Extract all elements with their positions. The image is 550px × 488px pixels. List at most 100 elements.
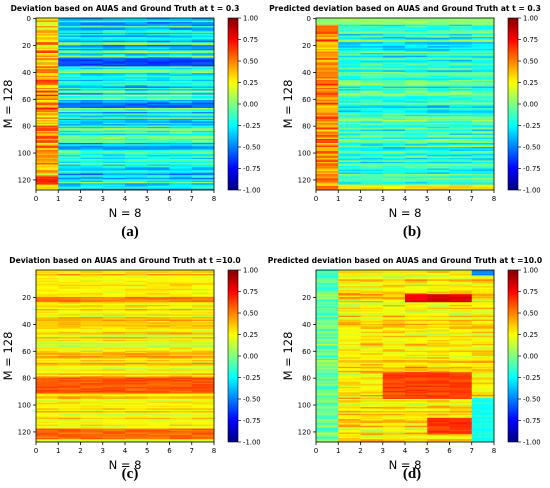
heatmap-cell — [316, 271, 339, 273]
heatmap-cell — [36, 292, 59, 295]
heatmap-cell — [338, 87, 361, 90]
heatmap-cell — [169, 22, 193, 24]
heatmap-cell — [191, 321, 215, 323]
heatmap-cell — [125, 409, 148, 412]
heatmap-cell — [316, 172, 339, 175]
heatmap-cell — [338, 24, 361, 27]
heatmap-cell — [58, 112, 81, 114]
heatmap-cell — [405, 98, 428, 101]
heatmap-cell — [191, 75, 215, 78]
heatmap-cell — [191, 417, 215, 420]
heatmap-cell — [191, 325, 215, 327]
heatmap-cell — [338, 298, 361, 300]
heatmap-cell — [360, 350, 384, 353]
heatmap-cell — [405, 345, 428, 347]
heatmap-cell — [36, 270, 59, 272]
heatmap-cell — [147, 313, 170, 315]
heatmap-cell — [58, 34, 81, 36]
heatmap-cell — [449, 161, 473, 164]
heatmap-cell — [102, 401, 126, 404]
heatmap-cell — [125, 176, 148, 179]
heatmap-cell — [449, 435, 473, 437]
heatmap-cell — [125, 354, 148, 357]
heatmap-cell — [427, 347, 450, 350]
heatmap-cell — [427, 24, 450, 27]
heatmap-cell — [449, 283, 473, 286]
heatmap-cell — [147, 369, 170, 372]
heatmap-cell — [36, 140, 59, 142]
heatmap-cell — [36, 298, 59, 300]
heatmap-cell — [471, 384, 495, 386]
heatmap-cell — [405, 346, 428, 349]
heatmap-cell — [405, 407, 428, 409]
heatmap-cell — [191, 286, 215, 288]
heatmap-cell — [169, 377, 193, 380]
heatmap-cell — [316, 148, 339, 150]
heatmap-cell — [338, 343, 361, 346]
heatmap-cell — [36, 31, 59, 34]
heatmap-cell — [360, 390, 384, 393]
heatmap-cell — [125, 329, 148, 331]
heatmap-cell — [382, 403, 406, 405]
heatmap-cell — [338, 415, 361, 417]
heatmap-cell — [58, 339, 81, 342]
heatmap-cell — [338, 46, 361, 48]
heatmap-cell — [147, 90, 170, 93]
heatmap-cell — [102, 165, 126, 168]
heatmap-cell — [102, 172, 126, 175]
heatmap-cell — [191, 42, 215, 44]
heatmap-cell — [427, 28, 450, 31]
y-tick-label: 120 — [18, 428, 31, 436]
heatmap-cell — [80, 318, 104, 321]
heatmap-cell — [338, 283, 361, 286]
heatmap-cell — [191, 317, 215, 319]
heatmap-cell — [471, 73, 495, 75]
heatmap-cell — [360, 93, 384, 95]
heatmap-cell — [80, 151, 104, 153]
heatmap-cell — [125, 90, 148, 93]
heatmap-cell — [360, 184, 384, 187]
heatmap-cell — [36, 63, 59, 66]
heatmap-cell — [360, 284, 384, 287]
heatmap-cell — [191, 298, 215, 300]
heatmap-cell — [58, 400, 81, 402]
heatmap-cell — [427, 283, 450, 286]
heatmap-cell — [169, 394, 193, 397]
heatmap-cell — [125, 149, 148, 152]
heatmap-cell — [191, 62, 215, 64]
heatmap-cell — [360, 120, 384, 122]
heatmap-cell — [125, 77, 148, 79]
heatmap-cell — [427, 153, 450, 156]
heatmap-cell — [471, 93, 495, 95]
heatmap-cell — [125, 142, 148, 145]
heatmap-cell — [449, 153, 473, 156]
heatmap-cell — [427, 412, 450, 415]
heatmap-cell — [316, 323, 339, 326]
heatmap-cell — [360, 282, 384, 284]
heatmap-cell — [36, 114, 59, 117]
heatmap-cell — [427, 396, 450, 398]
heatmap-cell — [191, 431, 215, 433]
heatmap-cell — [125, 360, 148, 362]
heatmap-cell — [360, 304, 384, 307]
heatmap-cell — [471, 397, 495, 400]
heatmap-cell — [405, 325, 428, 327]
heatmap-cell — [58, 365, 81, 368]
heatmap-cell — [316, 400, 339, 402]
heatmap-cell — [405, 59, 428, 62]
heatmap-cell — [427, 125, 450, 128]
heatmap-cell — [449, 184, 473, 187]
heatmap-cell — [360, 133, 384, 136]
heatmap-cell — [36, 338, 59, 341]
heatmap-cell — [102, 79, 126, 82]
heatmap-cell — [405, 56, 428, 59]
heatmap-cell — [449, 79, 473, 82]
heatmap-cell — [102, 31, 126, 34]
heatmap-cell — [316, 296, 339, 299]
heatmap-cell — [449, 397, 473, 400]
heatmap-cell — [382, 361, 406, 364]
heatmap-cell — [58, 338, 81, 341]
heatmap-cell — [338, 147, 361, 149]
heatmap-cell — [169, 436, 193, 439]
heatmap-cell — [125, 325, 148, 327]
